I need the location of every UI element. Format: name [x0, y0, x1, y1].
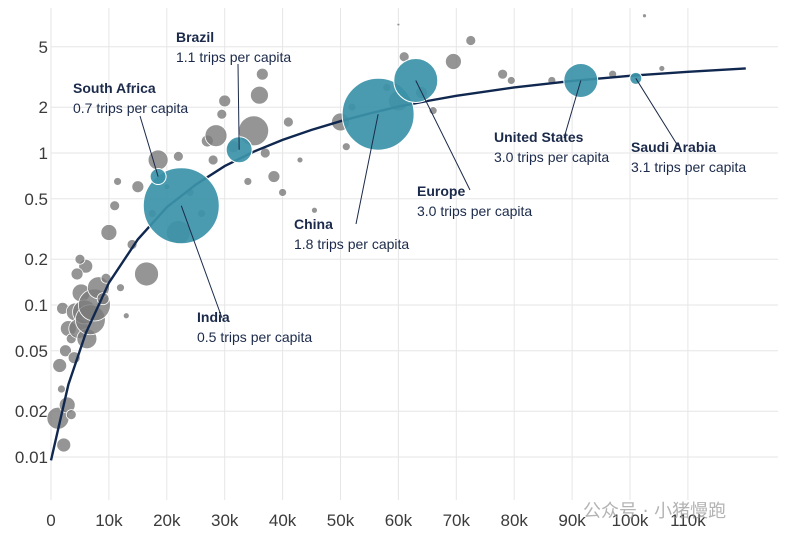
- country-bubble: [255, 67, 269, 81]
- country-bubble: [122, 312, 130, 320]
- country-bubble: [116, 283, 125, 293]
- x-tick-label: 110k: [670, 511, 706, 530]
- y-tick-label: 1: [39, 144, 48, 163]
- country-bubble: [311, 206, 318, 214]
- country-bubble: [131, 180, 145, 194]
- annotation-name: South Africa: [73, 80, 156, 96]
- country-bubble: [100, 224, 118, 241]
- annotation-name: Saudi Arabia: [631, 139, 716, 155]
- country-bubble: [341, 142, 351, 152]
- leader-line: [237, 63, 240, 150]
- country-bubble: [642, 13, 647, 19]
- leader-line: [415, 80, 471, 191]
- country-bubble: [172, 150, 184, 162]
- y-tick-label: 5: [39, 38, 48, 57]
- country-bubble: [134, 261, 159, 287]
- country-bubble: [506, 76, 516, 85]
- annotation-name: Brazil: [176, 29, 214, 45]
- country-bubble: [216, 108, 228, 120]
- annotation-name: United States: [494, 129, 584, 145]
- leader-line: [563, 80, 582, 139]
- annotation-value: 1.1 trips per capita: [176, 49, 291, 65]
- x-tick-label: 70k: [443, 511, 471, 530]
- annotation-name: India: [197, 309, 230, 325]
- annotation-name: China: [294, 216, 333, 232]
- annotation-value: 3.1 trips per capita: [631, 159, 746, 175]
- x-tick-label: 90k: [558, 511, 586, 530]
- x-tick-label: 30k: [211, 511, 239, 530]
- country-bubble: [218, 94, 232, 108]
- y-tick-label: 2: [39, 98, 48, 117]
- country-bubble: [109, 200, 121, 212]
- country-bubble: [396, 22, 401, 27]
- annotation-value: 0.7 trips per capita: [73, 100, 188, 116]
- x-tick-label: 100k: [612, 511, 649, 530]
- grid-lines: [50, 8, 778, 500]
- country-bubble: [243, 177, 253, 186]
- country-bubble: [204, 124, 228, 148]
- watermark: 公众号 · 小猪慢跑: [583, 501, 726, 522]
- annotation-value: 3.0 trips per capita: [417, 203, 532, 219]
- country-bubble: [658, 65, 666, 72]
- country-bubble: [74, 253, 86, 265]
- country-bubble: [497, 68, 509, 80]
- country-bubble: [57, 384, 66, 394]
- y-tick-label: 0.1: [24, 296, 48, 315]
- x-tick-label: 10k: [95, 511, 123, 530]
- annotation-value: 3.0 trips per capita: [494, 149, 609, 165]
- y-tick-label: 0.5: [24, 190, 48, 209]
- x-tick-label: 20k: [153, 511, 181, 530]
- country-bubble: [52, 358, 68, 373]
- leader-line: [355, 114, 379, 225]
- country-bubble: [282, 116, 294, 128]
- country-bubble: [56, 437, 72, 453]
- country-bubble: [70, 267, 84, 281]
- y-tick-label: 0.2: [24, 250, 48, 269]
- country-bubble: [267, 170, 281, 183]
- country-bubble: [465, 35, 477, 46]
- country-bubble: [113, 177, 122, 186]
- country-bubble: [445, 53, 462, 70]
- x-tick-label: 0: [46, 511, 55, 530]
- x-tick-label: 60k: [385, 511, 413, 530]
- x-tick-label: 80k: [500, 511, 528, 530]
- country-bubble: [207, 154, 219, 166]
- leader-line: [635, 78, 679, 147]
- leader-line: [180, 205, 223, 319]
- annotations: India 0.5 trips per capita China 1.8 trips …: [73, 29, 746, 345]
- annotation-value: 0.5 trips per capita: [197, 329, 312, 345]
- country-bubble: [278, 188, 288, 197]
- annotation-value: 1.8 trips per capita: [294, 236, 409, 252]
- y-tick-label: 0.01: [15, 448, 48, 467]
- country-bubble: [65, 409, 77, 421]
- country-bubble: [59, 344, 72, 358]
- country-bubble: [250, 85, 269, 105]
- axis-ticks: 0 10k 20k 30k 40k 50k 60k 70k 80k 90k 100k 110k 0.01…: [15, 38, 706, 530]
- trend-line: [49, 67, 746, 461]
- y-tick-label: 0.02: [15, 402, 48, 421]
- country-bubble: [296, 156, 304, 164]
- leader-line: [139, 115, 159, 177]
- annotation-name: Europe: [417, 183, 465, 199]
- y-tick-label: 0.05: [15, 342, 48, 361]
- x-tick-label: 40k: [269, 511, 297, 530]
- x-tick-label: 50k: [327, 511, 355, 530]
